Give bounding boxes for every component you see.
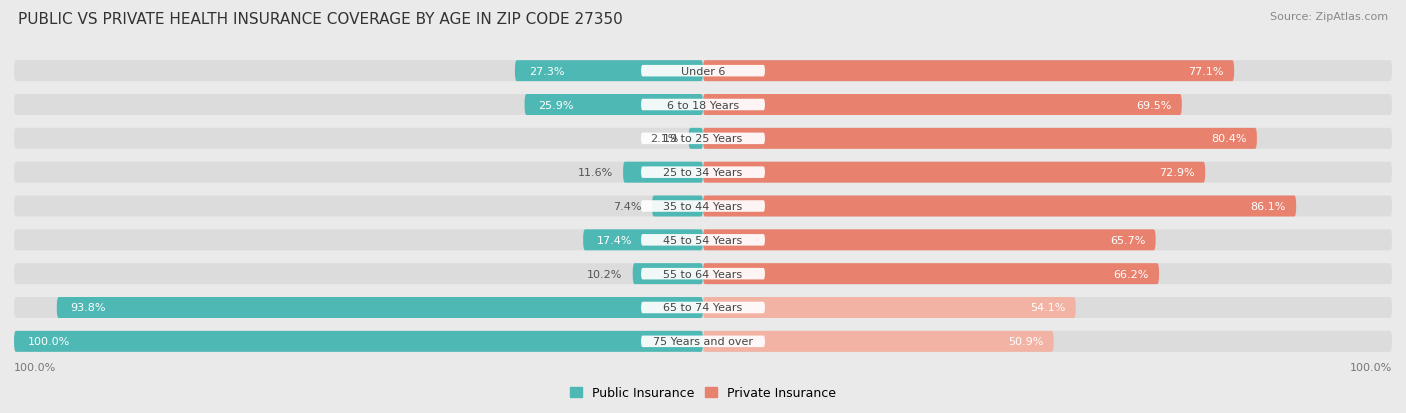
Text: 7.4%: 7.4%	[613, 202, 641, 211]
Text: 11.6%: 11.6%	[578, 168, 613, 178]
Text: 25 to 34 Years: 25 to 34 Years	[664, 168, 742, 178]
FancyBboxPatch shape	[14, 230, 1392, 251]
FancyBboxPatch shape	[641, 201, 765, 212]
Text: Under 6: Under 6	[681, 66, 725, 76]
Text: 17.4%: 17.4%	[598, 235, 633, 245]
Text: 50.9%: 50.9%	[1008, 337, 1043, 347]
FancyBboxPatch shape	[703, 95, 1182, 116]
Text: 75 Years and over: 75 Years and over	[652, 337, 754, 347]
Text: 10.2%: 10.2%	[588, 269, 623, 279]
FancyBboxPatch shape	[515, 61, 703, 82]
FancyBboxPatch shape	[689, 128, 703, 150]
Text: 19 to 25 Years: 19 to 25 Years	[664, 134, 742, 144]
Text: 25.9%: 25.9%	[538, 100, 574, 110]
FancyBboxPatch shape	[14, 95, 1392, 116]
FancyBboxPatch shape	[14, 162, 1392, 183]
FancyBboxPatch shape	[703, 61, 1234, 82]
FancyBboxPatch shape	[652, 196, 703, 217]
FancyBboxPatch shape	[641, 336, 765, 347]
Text: 100.0%: 100.0%	[1350, 363, 1392, 373]
FancyBboxPatch shape	[641, 235, 765, 246]
FancyBboxPatch shape	[703, 230, 1156, 251]
FancyBboxPatch shape	[14, 128, 1392, 150]
FancyBboxPatch shape	[14, 331, 1392, 352]
FancyBboxPatch shape	[703, 128, 1257, 150]
Text: 77.1%: 77.1%	[1188, 66, 1223, 76]
FancyBboxPatch shape	[641, 100, 765, 111]
Text: 45 to 54 Years: 45 to 54 Years	[664, 235, 742, 245]
FancyBboxPatch shape	[14, 331, 703, 352]
Text: 6 to 18 Years: 6 to 18 Years	[666, 100, 740, 110]
FancyBboxPatch shape	[703, 263, 1159, 285]
FancyBboxPatch shape	[641, 268, 765, 280]
FancyBboxPatch shape	[703, 297, 1076, 318]
FancyBboxPatch shape	[623, 162, 703, 183]
Text: 55 to 64 Years: 55 to 64 Years	[664, 269, 742, 279]
FancyBboxPatch shape	[14, 196, 1392, 217]
FancyBboxPatch shape	[641, 66, 765, 77]
Text: 100.0%: 100.0%	[28, 337, 70, 347]
FancyBboxPatch shape	[703, 196, 1296, 217]
FancyBboxPatch shape	[641, 167, 765, 178]
FancyBboxPatch shape	[14, 297, 1392, 318]
Text: 65.7%: 65.7%	[1109, 235, 1146, 245]
Text: 65 to 74 Years: 65 to 74 Years	[664, 303, 742, 313]
FancyBboxPatch shape	[14, 263, 1392, 285]
Text: 80.4%: 80.4%	[1211, 134, 1247, 144]
Text: PUBLIC VS PRIVATE HEALTH INSURANCE COVERAGE BY AGE IN ZIP CODE 27350: PUBLIC VS PRIVATE HEALTH INSURANCE COVER…	[18, 12, 623, 27]
FancyBboxPatch shape	[583, 230, 703, 251]
FancyBboxPatch shape	[641, 133, 765, 145]
Legend: Public Insurance, Private Insurance: Public Insurance, Private Insurance	[565, 381, 841, 404]
Text: 72.9%: 72.9%	[1160, 168, 1195, 178]
FancyBboxPatch shape	[703, 331, 1053, 352]
Text: 27.3%: 27.3%	[529, 66, 564, 76]
FancyBboxPatch shape	[633, 263, 703, 285]
Text: 100.0%: 100.0%	[14, 363, 56, 373]
FancyBboxPatch shape	[641, 302, 765, 313]
Text: 93.8%: 93.8%	[70, 303, 105, 313]
Text: Source: ZipAtlas.com: Source: ZipAtlas.com	[1270, 12, 1388, 22]
FancyBboxPatch shape	[703, 162, 1205, 183]
Text: 35 to 44 Years: 35 to 44 Years	[664, 202, 742, 211]
Text: 66.2%: 66.2%	[1114, 269, 1149, 279]
FancyBboxPatch shape	[14, 61, 1392, 82]
Text: 69.5%: 69.5%	[1136, 100, 1171, 110]
FancyBboxPatch shape	[524, 95, 703, 116]
Text: 54.1%: 54.1%	[1031, 303, 1066, 313]
FancyBboxPatch shape	[56, 297, 703, 318]
Text: 86.1%: 86.1%	[1250, 202, 1286, 211]
Text: 2.1%: 2.1%	[650, 134, 678, 144]
